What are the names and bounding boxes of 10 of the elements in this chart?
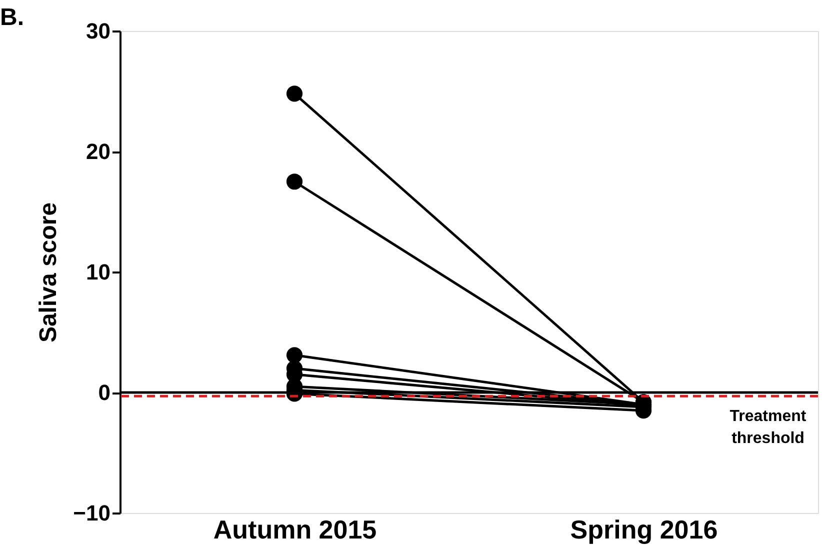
y-tick-label: 30 [86,18,110,44]
y-tick-label: 0 [98,380,110,405]
y-tick-label: 10 [86,260,110,284]
chart-title: B. [0,4,24,31]
y-axis-title: Saliva score [35,202,62,343]
x-tick-label: Autumn 2015 [213,514,377,544]
ref-line-label: Treatment threshold [730,408,807,448]
y-tick-label: 20 [86,139,110,164]
y-tick-label: −10 [73,500,110,526]
x-tick-label: Spring 2016 [570,514,718,544]
